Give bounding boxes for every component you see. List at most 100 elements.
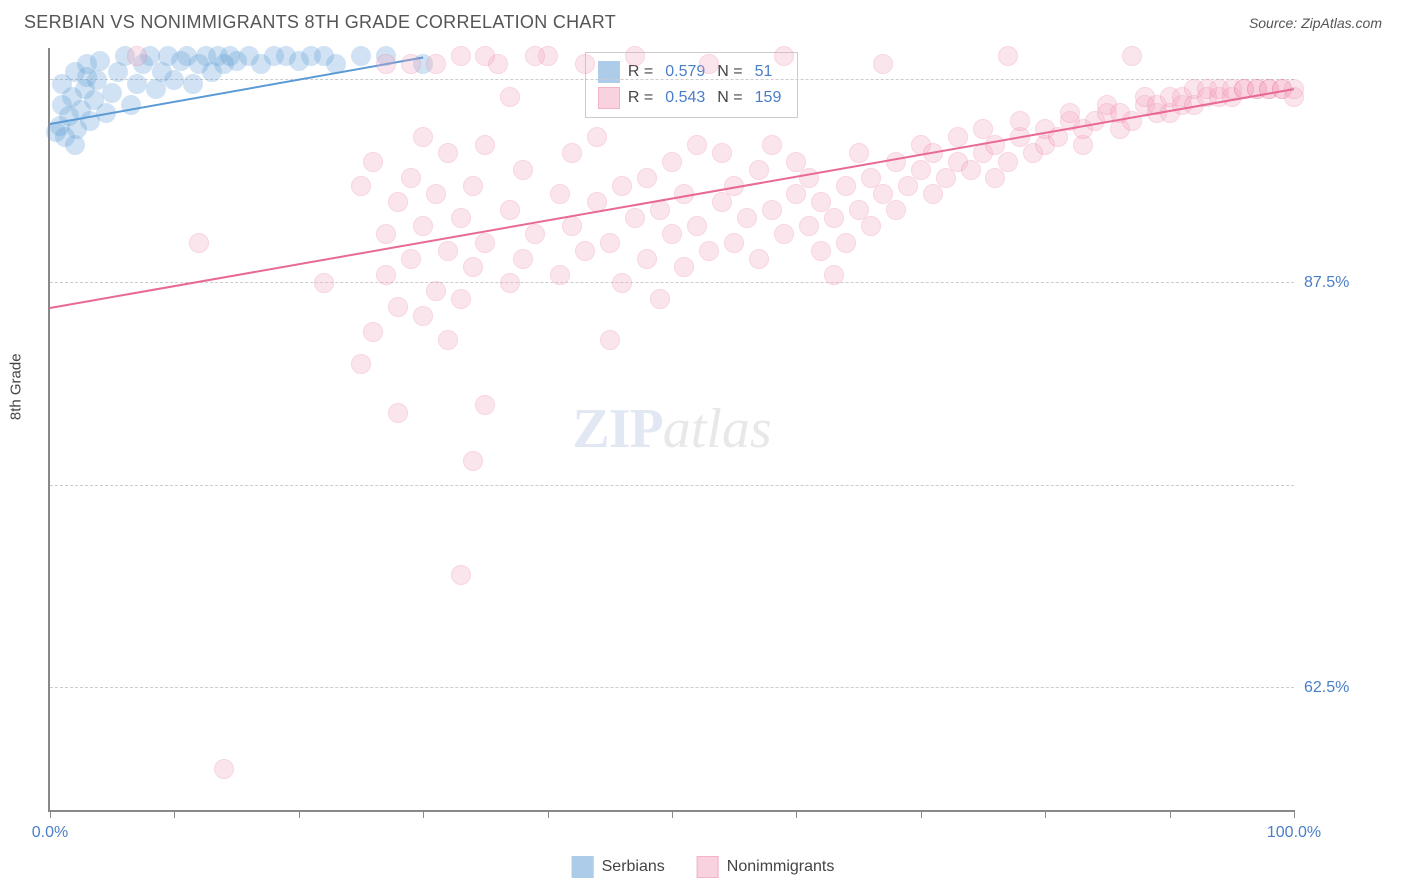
data-point-nonimmigrants [1010, 111, 1030, 131]
data-point-nonimmigrants [351, 176, 371, 196]
x-tick-label: 100.0% [1267, 824, 1321, 842]
data-point-nonimmigrants [401, 168, 421, 188]
data-point-nonimmigrants [836, 233, 856, 253]
data-point-nonimmigrants [438, 143, 458, 163]
data-point-nonimmigrants [413, 306, 433, 326]
data-point-nonimmigrants [451, 208, 471, 228]
data-point-nonimmigrants [724, 233, 744, 253]
data-point-nonimmigrants [811, 241, 831, 261]
x-tick [50, 810, 51, 818]
data-point-nonimmigrants [762, 135, 782, 155]
bottom-legend-serbians: Serbians [572, 856, 665, 878]
data-point-nonimmigrants [451, 46, 471, 66]
data-point-nonimmigrants [214, 759, 234, 779]
data-point-nonimmigrants [998, 152, 1018, 172]
correlation-legend: R = 0.579 N = 51 R = 0.543 N = 159 [585, 52, 798, 118]
y-tick-label: 62.5% [1304, 679, 1384, 697]
data-point-nonimmigrants [426, 54, 446, 74]
data-point-nonimmigrants [712, 192, 732, 212]
data-point-nonimmigrants [699, 241, 719, 261]
chart-title: SERBIAN VS NONIMMIGRANTS 8TH GRADE CORRE… [24, 12, 616, 33]
x-tick [1045, 810, 1046, 818]
data-point-nonimmigrants [475, 395, 495, 415]
data-point-nonimmigrants [562, 143, 582, 163]
data-point-nonimmigrants [550, 265, 570, 285]
data-point-nonimmigrants [500, 273, 520, 293]
data-point-nonimmigrants [525, 46, 545, 66]
x-tick [548, 810, 549, 818]
data-point-nonimmigrants [612, 176, 632, 196]
data-point-nonimmigrants [587, 127, 607, 147]
data-point-nonimmigrants [923, 184, 943, 204]
legend-swatch-nonimmigrants-icon [697, 856, 719, 878]
data-point-nonimmigrants [463, 451, 483, 471]
data-point-nonimmigrants [463, 176, 483, 196]
data-point-nonimmigrants [189, 233, 209, 253]
data-point-nonimmigrants [525, 224, 545, 244]
data-point-serbians [183, 74, 203, 94]
data-point-nonimmigrants [363, 152, 383, 172]
data-point-nonimmigrants [376, 265, 396, 285]
x-tick-label: 0.0% [32, 824, 68, 842]
x-tick [174, 810, 175, 818]
data-point-nonimmigrants [650, 200, 670, 220]
data-point-nonimmigrants [426, 281, 446, 301]
legend-row-nonimmigrants: R = 0.543 N = 159 [598, 85, 785, 111]
x-tick [423, 810, 424, 818]
data-point-nonimmigrants [500, 87, 520, 107]
data-point-nonimmigrants [475, 46, 495, 66]
data-point-nonimmigrants [401, 54, 421, 74]
data-point-nonimmigrants [600, 330, 620, 350]
data-point-nonimmigrants [948, 127, 968, 147]
data-point-nonimmigrants [687, 216, 707, 236]
chart-header: SERBIAN VS NONIMMIGRANTS 8TH GRADE CORRE… [0, 0, 1406, 41]
data-point-nonimmigrants [998, 46, 1018, 66]
data-point-nonimmigrants [363, 322, 383, 342]
data-point-nonimmigrants [500, 200, 520, 220]
watermark: ZIPatlas [572, 397, 771, 461]
data-point-nonimmigrants [662, 152, 682, 172]
source-attribution: Source: ZipAtlas.com [1249, 15, 1382, 31]
data-point-nonimmigrants [513, 160, 533, 180]
data-point-nonimmigrants [886, 152, 906, 172]
data-point-nonimmigrants [438, 330, 458, 350]
data-point-nonimmigrants [637, 168, 657, 188]
data-point-nonimmigrants [550, 184, 570, 204]
data-point-nonimmigrants [886, 200, 906, 220]
x-tick [1170, 810, 1171, 818]
trend-line-nonimmigrants [50, 89, 1294, 310]
data-point-nonimmigrants [575, 241, 595, 261]
data-point-nonimmigrants [513, 249, 533, 269]
data-point-nonimmigrants [388, 192, 408, 212]
data-point-nonimmigrants [388, 297, 408, 317]
data-point-serbians [52, 74, 72, 94]
data-point-nonimmigrants [1122, 46, 1142, 66]
data-point-nonimmigrants [749, 249, 769, 269]
data-point-nonimmigrants [674, 257, 694, 277]
data-point-nonimmigrants [438, 241, 458, 261]
data-point-nonimmigrants [426, 184, 446, 204]
data-point-serbians [351, 46, 371, 66]
data-point-nonimmigrants [961, 160, 981, 180]
data-point-nonimmigrants [625, 208, 645, 228]
data-point-nonimmigrants [600, 233, 620, 253]
data-point-serbians [102, 83, 122, 103]
data-point-nonimmigrants [475, 233, 495, 253]
bottom-legend: Serbians Nonimmigrants [572, 856, 835, 878]
data-point-nonimmigrants [376, 54, 396, 74]
data-point-nonimmigrants [451, 289, 471, 309]
data-point-nonimmigrants [898, 176, 918, 196]
chart-container: 8th Grade ZIPatlas R = 0.579 N = 51 R = … [48, 48, 1394, 842]
data-point-nonimmigrants [413, 127, 433, 147]
data-point-nonimmigrants [985, 168, 1005, 188]
data-point-nonimmigrants [637, 249, 657, 269]
y-axis-label: 8th Grade [8, 353, 25, 420]
bottom-legend-nonimmigrants: Nonimmigrants [697, 856, 835, 878]
data-point-nonimmigrants [774, 46, 794, 66]
data-point-nonimmigrants [401, 249, 421, 269]
data-point-serbians [65, 135, 85, 155]
data-point-nonimmigrants [799, 168, 819, 188]
data-point-nonimmigrants [799, 216, 819, 236]
x-tick [299, 810, 300, 818]
y-tick-label: 87.5% [1304, 274, 1384, 292]
